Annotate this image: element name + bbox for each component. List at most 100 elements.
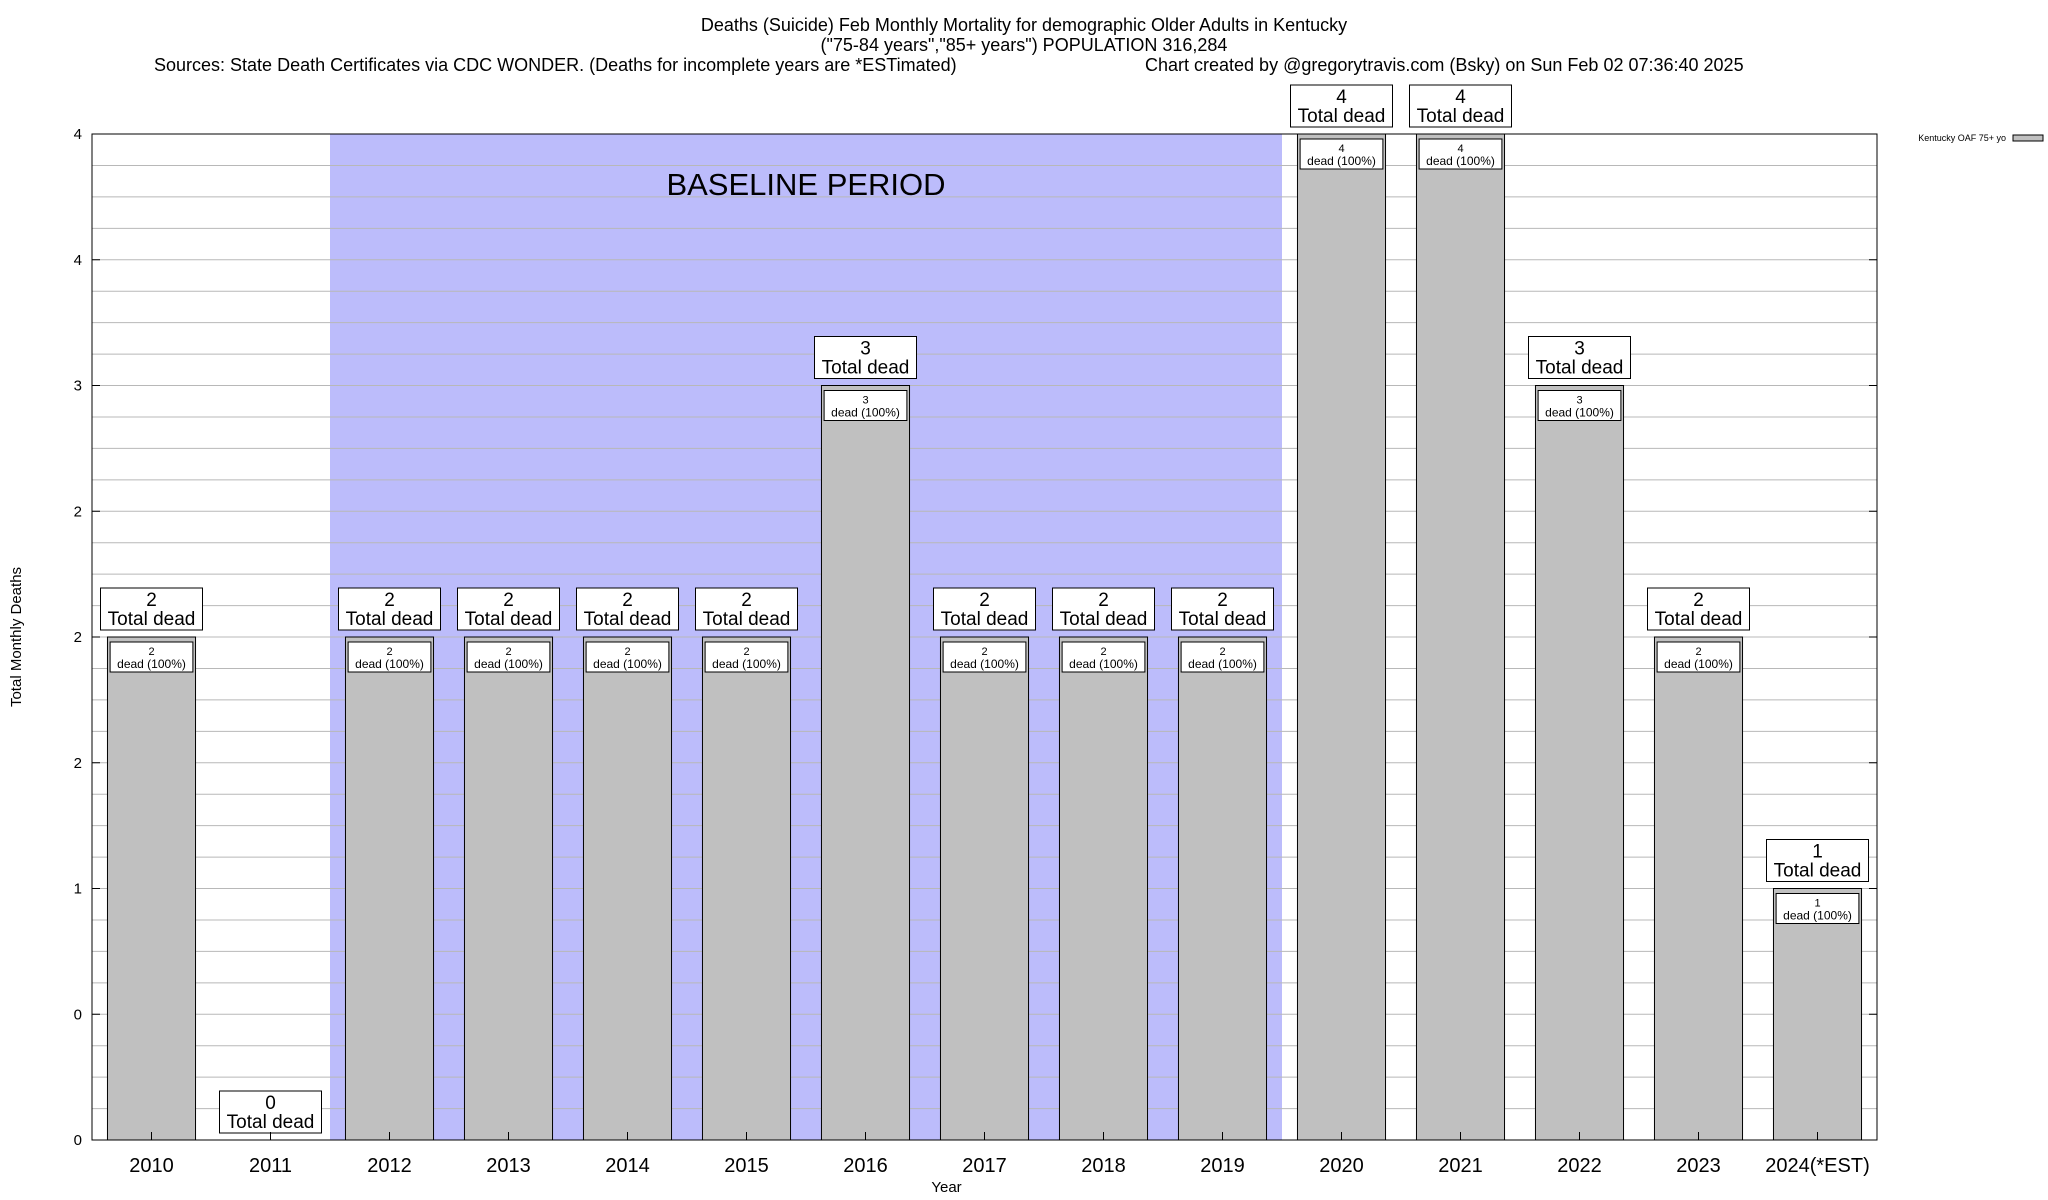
bar-2023 — [1653, 636, 1744, 1141]
bar-2018 — [1058, 636, 1149, 1141]
bar-label-box — [1180, 641, 1265, 673]
chart-title: Deaths (Suicide) Feb Monthly Mortality f… — [700, 15, 1348, 35]
bar-label-percent: dead (100%) — [1188, 657, 1257, 671]
total-label-box — [100, 587, 203, 631]
bar-label-box — [1299, 138, 1384, 170]
x-tick-label: 2014 — [605, 1155, 650, 1177]
total-label-box — [1171, 587, 1274, 631]
y-axis-ticks: 0 0 1 2 2 2 3 4 4 — [74, 126, 1877, 1149]
y-tick-label: 2 — [74, 503, 82, 520]
chart-credit: Chart created by @gregorytravis.com (Bsk… — [1145, 55, 1744, 75]
y-tick-label: 3 — [74, 378, 82, 395]
total-label-count: 2 — [979, 590, 990, 611]
bar-label-count: 2 — [1100, 646, 1106, 658]
total-label-count: 2 — [1693, 590, 1704, 611]
x-tick-label: 2012 — [367, 1155, 412, 1177]
x-tick-label: 2013 — [486, 1155, 531, 1177]
bar-label-count: 4 — [1338, 143, 1344, 155]
total-label-count: 3 — [1574, 339, 1585, 360]
bar-2012 — [344, 636, 435, 1141]
baseline-period-label: BASELINE PERIOD — [666, 167, 945, 202]
total-label-suffix: Total dead — [703, 609, 791, 630]
bar-label-count: 2 — [981, 646, 987, 658]
total-label-suffix: Total dead — [1536, 358, 1624, 379]
bar-label-count: 2 — [148, 646, 154, 658]
total-label-count: 4 — [1336, 87, 1347, 108]
total-label-count: 2 — [741, 590, 752, 611]
y-tick-label: 0 — [74, 1006, 82, 1023]
bar-label-count: 4 — [1457, 143, 1463, 155]
bar-label-box — [942, 641, 1027, 673]
total-label-count: 0 — [265, 1093, 276, 1114]
bar-2024(*EST) — [1772, 888, 1863, 1141]
bar-label-percent: dead (100%) — [117, 657, 186, 671]
x-tick-label: 2019 — [1200, 1155, 1245, 1177]
bar-2020 — [1296, 133, 1387, 1141]
total-label-suffix: Total dead — [1179, 609, 1267, 630]
x-axis-ticks: 2010 2011 2012 2013 2014 2015 2016 2017 2018 2019… — [129, 1132, 1870, 1177]
total-label-box — [1052, 587, 1155, 631]
x-tick-label: 2017 — [962, 1155, 1007, 1177]
total-label-count: 2 — [1217, 590, 1228, 611]
total-label-suffix: Total dead — [1298, 106, 1386, 127]
bar-2016 — [820, 385, 911, 1141]
total-label-count: 3 — [860, 339, 871, 360]
bar-label-count: 2 — [386, 646, 392, 658]
bar-label-percent: dead (100%) — [831, 406, 900, 420]
total-label-box — [933, 587, 1036, 631]
total-label-suffix: Total dead — [822, 358, 910, 379]
total-label-box — [457, 587, 560, 631]
total-label-suffix: Total dead — [346, 609, 434, 630]
bar-label-percent: dead (100%) — [1783, 909, 1852, 923]
legend-label: Kentucky OAF 75+ yo — [1918, 133, 2006, 143]
bar-label-percent: dead (100%) — [1069, 657, 1138, 671]
total-label-count: 2 — [622, 590, 633, 611]
y-tick-label: 2 — [74, 755, 82, 772]
total-label-suffix: Total dead — [108, 609, 196, 630]
total-label-count: 2 — [1098, 590, 1109, 611]
total-label-box — [338, 587, 441, 631]
bar-label-box — [1061, 641, 1146, 673]
total-label-suffix: Total dead — [465, 609, 553, 630]
total-label-suffix: Total dead — [227, 1112, 315, 1133]
total-label-suffix: Total dead — [1060, 609, 1148, 630]
total-label-box — [814, 336, 917, 379]
bar-label-count: 2 — [1695, 646, 1701, 658]
x-tick-label: 2021 — [1438, 1155, 1483, 1177]
bar-label-percent: dead (100%) — [950, 657, 1019, 671]
bar-2014 — [582, 636, 673, 1141]
total-label-suffix: Total dead — [941, 609, 1029, 630]
bar-label-box — [704, 641, 789, 673]
total-label-box — [1528, 336, 1631, 379]
x-tick-label: 2022 — [1557, 1155, 1602, 1177]
chart-sources: Sources: State Death Certificates via CD… — [154, 55, 957, 75]
y-tick-label: 1 — [74, 881, 82, 898]
total-label-suffix: Total dead — [584, 609, 672, 630]
total-label-box — [695, 587, 798, 631]
total-label-box — [576, 587, 679, 631]
bar-label-count: 1 — [1814, 898, 1820, 910]
total-label-box — [1290, 84, 1393, 128]
y-tick-label: 4 — [74, 126, 82, 143]
y-axis-label: Total Monthly Deaths — [8, 567, 25, 707]
bar-label-percent: dead (100%) — [474, 657, 543, 671]
bar-label-percent: dead (100%) — [355, 657, 424, 671]
y-tick-label: 2 — [74, 629, 82, 646]
legend: Kentucky OAF 75+ yo — [1918, 133, 2044, 143]
x-tick-label: 2023 — [1676, 1155, 1721, 1177]
total-label-suffix: Total dead — [1417, 106, 1505, 127]
bar-label-percent: dead (100%) — [1664, 657, 1733, 671]
x-tick-label: 2011 — [249, 1155, 292, 1177]
bar-2017 — [939, 636, 1030, 1141]
x-tick-label: 2015 — [724, 1155, 769, 1177]
x-axis-label: Year — [931, 1179, 961, 1196]
x-tick-label: 2018 — [1081, 1155, 1126, 1177]
bar-2022 — [1534, 385, 1625, 1141]
x-tick-label: 2020 — [1319, 1155, 1364, 1177]
bar-2010 — [106, 636, 197, 1141]
x-tick-label: 2016 — [843, 1155, 888, 1177]
y-tick-label: 4 — [74, 252, 82, 269]
bar-label-box — [1775, 893, 1860, 924]
total-label-box — [1766, 839, 1869, 882]
